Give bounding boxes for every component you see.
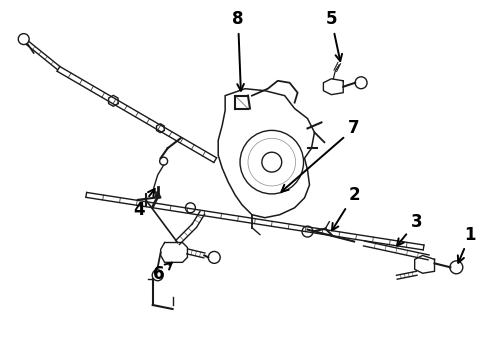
Text: 7: 7 <box>281 120 360 192</box>
Text: 8: 8 <box>232 10 244 91</box>
Text: 1: 1 <box>458 226 476 263</box>
Text: 2: 2 <box>332 186 360 230</box>
Text: 4: 4 <box>133 189 155 219</box>
Text: 6: 6 <box>153 263 172 283</box>
Text: 3: 3 <box>397 213 422 246</box>
Text: 5: 5 <box>325 10 342 61</box>
